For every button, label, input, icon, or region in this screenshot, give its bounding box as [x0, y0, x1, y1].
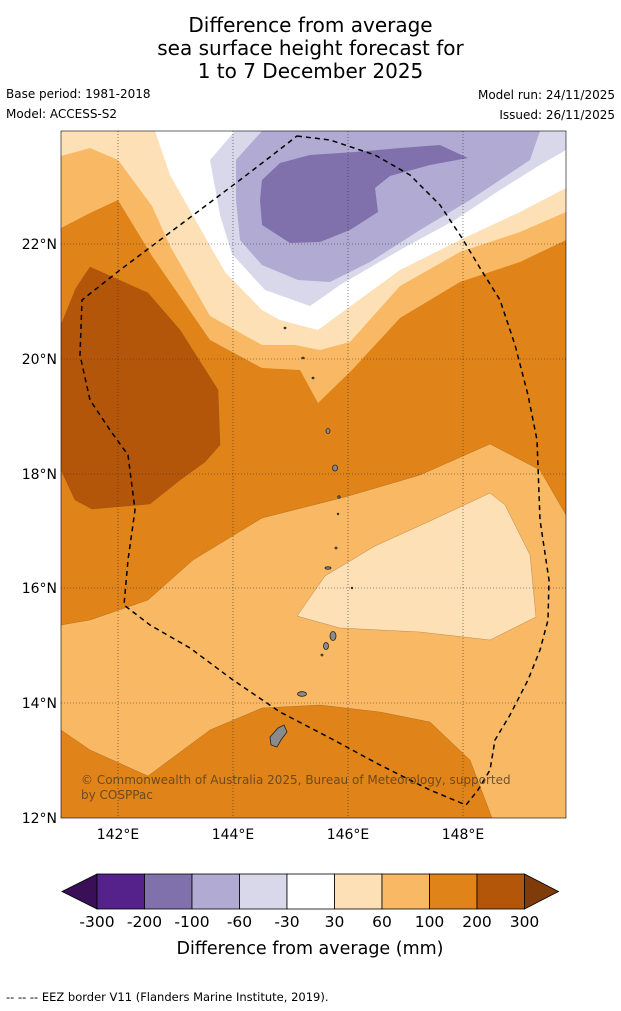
- colorbar-tick: -30: [274, 913, 299, 931]
- islands: [269, 326, 354, 748]
- band-neg-100-200: [260, 145, 468, 243]
- band-100-200-south: [61, 705, 492, 818]
- y-tick-20: 20°N: [22, 352, 57, 368]
- colorbar-extend-low: [61, 873, 98, 910]
- copyright-line-1: © Commonwealth of Australia 2025, Bureau…: [81, 773, 511, 787]
- colorbar-segment-100_200: [429, 873, 478, 910]
- y-tick-16: 16°N: [22, 581, 57, 597]
- band-30-60-east: [297, 493, 536, 640]
- y-tick-14: 14°N: [22, 696, 57, 712]
- issued-label: Issued: 26/11/2025: [499, 108, 615, 122]
- colorbar-tick: 30: [325, 913, 345, 931]
- map-frame: [60, 130, 567, 819]
- colorbar-segment--200_-100: [144, 873, 193, 910]
- title-line-1: Difference from average: [188, 13, 433, 37]
- chart-title: Difference from average sea surface heig…: [0, 14, 621, 83]
- y-tick-12: 12°N: [22, 811, 57, 827]
- contour-lines: [61, 266, 566, 818]
- x-tick-148: 148°E: [442, 827, 485, 843]
- title-line-3: 1 to 7 December 2025: [197, 59, 424, 83]
- colorbar-extend-high: [524, 873, 560, 910]
- colorbar-segment--100_-60: [191, 873, 240, 910]
- map-figure: © Commonwealth of Australia 2025, Bureau…: [22, 130, 567, 959]
- contour-fields: [61, 131, 566, 818]
- band-200-300: [61, 267, 220, 509]
- colorbar: -300 -200 -100 -60 -30 30 60 100 200 300 Differenc…: [61, 873, 560, 959]
- copyright-line-2: by COSPPac: [81, 788, 153, 802]
- y-axis-ticks: 12°N 14°N 16°N 18°N 20°N 22°N: [22, 237, 57, 827]
- model-label: Model: ACCESS-S2: [6, 107, 118, 121]
- y-tick-18: 18°N: [22, 467, 57, 483]
- colorbar-tick: 100: [415, 913, 445, 931]
- colorbar-tick: -100: [174, 913, 209, 931]
- colorbar-tick: -200: [127, 913, 162, 931]
- y-tick-22: 22°N: [22, 237, 57, 253]
- colorbar-tick: 200: [462, 913, 492, 931]
- eez-border: [79, 135, 550, 806]
- colorbar-segment--30_30: [286, 873, 335, 910]
- colorbar-tick: 300: [510, 913, 540, 931]
- colorbar-segment-60_100: [381, 873, 430, 910]
- colorbar-segment--300_-200: [96, 873, 145, 910]
- model-run-label: Model run: 24/11/2025: [477, 88, 615, 102]
- colorbar-segment-200_300: [476, 873, 525, 910]
- colorbar-tick: 60: [372, 913, 392, 931]
- colorbar-tick: -60: [227, 913, 252, 931]
- eez-footnote: -- -- -- EEZ border V11 (Flanders Marine…: [6, 990, 329, 1004]
- colorbar-segment-30_60: [334, 873, 383, 910]
- colorbar-segment--60_-30: [239, 873, 288, 910]
- x-tick-146: 146°E: [327, 827, 370, 843]
- x-axis-ticks: 142°E 144°E 146°E 148°E: [97, 827, 485, 843]
- colorbar-tick: -300: [79, 913, 114, 931]
- title-line-2: sea surface height forecast for: [157, 36, 464, 60]
- x-tick-142: 142°E: [97, 827, 140, 843]
- x-tick-144: 144°E: [212, 827, 255, 843]
- colorbar-label: Difference from average (mm): [176, 939, 443, 959]
- base-period-label: Base period: 1981-2018: [6, 87, 151, 101]
- gridlines: [61, 131, 566, 818]
